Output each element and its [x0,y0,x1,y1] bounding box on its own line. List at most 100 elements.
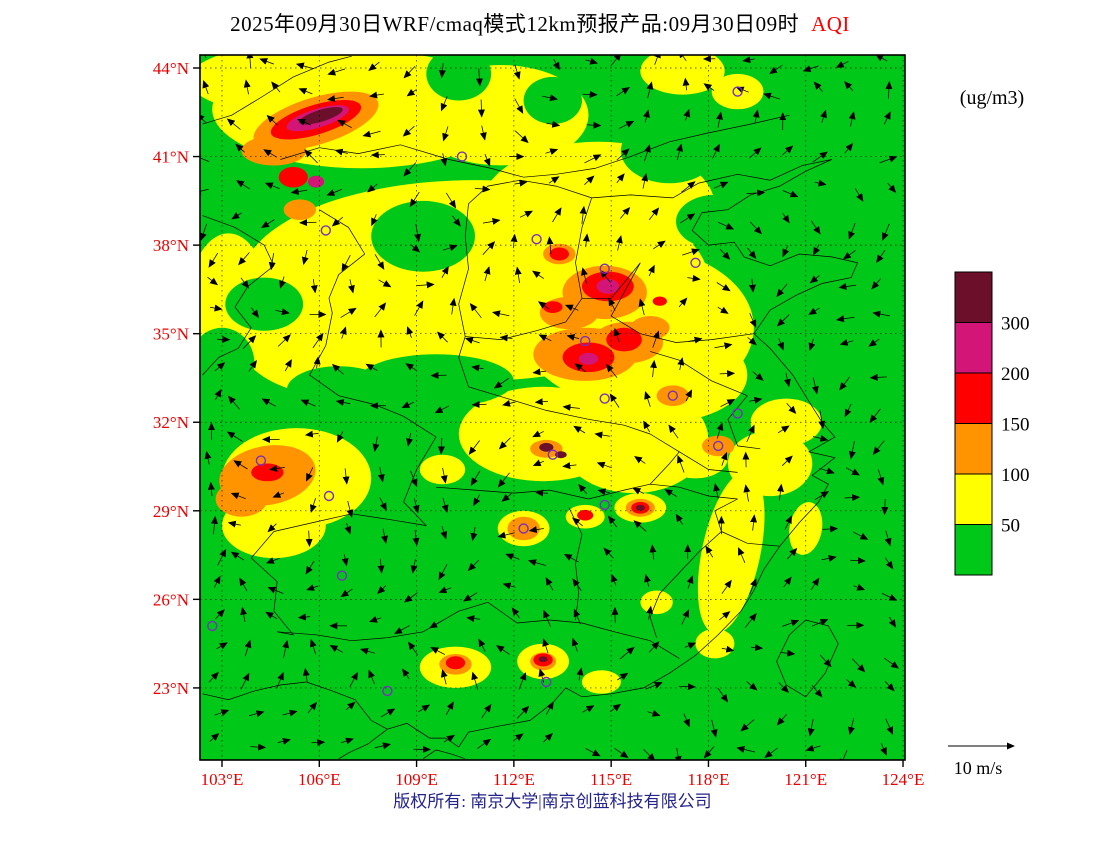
wind-arrow [510,233,518,249]
wind-arrow [749,221,762,235]
wind-arrow [471,671,479,690]
wind-arrow [884,557,894,570]
wind-arrow [688,336,703,344]
wind-arrow [876,249,886,264]
wind-arrow [853,583,866,591]
aqi-region [283,199,316,220]
wind-arrow [546,120,561,128]
wind-arrow [653,240,666,250]
wind-arrow [782,145,794,156]
wind-arrow [685,389,693,402]
title-text: 2025年09月30日WRF/cmaq模式12km预报产品:09月30日09时 [230,12,800,36]
wind-arrow [578,483,588,495]
wind-arrow [445,701,454,715]
aqi-region [286,366,391,414]
wind-arrow [327,68,346,76]
wind-arrow [814,491,830,501]
aqi-region [445,656,466,670]
wind-arrow [777,338,784,351]
wind-arrow [844,142,854,154]
wind-arrow [782,245,790,258]
wind-arrow [645,681,663,690]
wind-arrow [574,363,586,373]
wind-arrow [871,278,881,290]
wind-arrow [573,608,581,625]
map-border [199,54,906,761]
wind-arrow [677,454,685,473]
wind-arrow [848,441,856,460]
wind-arrow [502,582,516,590]
lat-tick-label: 29°N [153,502,189,521]
wind-arrow [646,81,654,99]
wind-arrow [404,592,418,603]
wind-arrow [340,588,353,598]
wind-arrow [845,467,860,476]
wind-arrow [401,401,415,409]
city-marker [713,440,724,452]
wind-arrow [282,639,290,658]
wind-arrow [563,553,579,563]
wind-arrow [783,372,791,388]
wind-arrow [682,248,700,256]
aqi-region [676,194,754,249]
wind-arrow [620,206,631,219]
wind-arrow [884,530,892,547]
wind-arrow [542,94,558,102]
wind-arrow [336,431,344,443]
wind-arrow [410,559,418,574]
aqi-region [702,435,735,457]
wind-arrow [703,83,715,91]
lon-tick-label: 109°E [395,770,438,789]
aqi-region [539,296,599,330]
province-border [435,483,738,500]
wind-arrow [752,109,760,123]
colorbar-segment [954,473,993,525]
wind-arrow [337,119,352,129]
wind-arrow [603,547,614,559]
colorbar-unit-label: (ug/m3) [960,87,1024,109]
wind-arrow [406,433,414,447]
wind-arrow [572,517,584,527]
wind-arrow [279,276,286,289]
wind-arrow [835,61,849,68]
wind-arrow [466,615,481,623]
wind-arrow [438,564,448,581]
wind-arrow [546,236,554,254]
wind-arrow [738,547,746,564]
city-marker [732,86,743,97]
wind-arrow [721,579,732,594]
wind-arrow [496,645,510,655]
wind-arrow [470,527,478,542]
wind-arrow [644,144,651,162]
wind-arrow [513,733,524,741]
wind-arrow [872,440,885,455]
wind-arrow [538,668,546,683]
province-border [721,531,780,547]
aqi-region [652,296,667,306]
wind-arrow [615,235,623,251]
wind-arrow [786,402,797,415]
city-marker [667,390,678,401]
wind-arrow [720,399,736,408]
wind-arrow [445,192,457,209]
wind-arrow [216,335,231,343]
wind-arrow [403,66,416,79]
wind-arrow [763,92,781,100]
wind-arrow [573,425,586,434]
wind-arrow [230,492,246,500]
wind-arrow [616,87,630,97]
wind-arrow [478,638,486,652]
wind-arrow [418,704,431,713]
aqi-region [307,175,325,188]
wind-arrow [440,467,448,484]
wind-arrow [377,558,385,574]
wind-arrow [548,176,560,184]
wind-arrow [566,334,580,341]
wind-arrow [681,181,696,193]
wind-arrow [717,687,729,703]
wind-arrow [716,282,731,292]
wind-arrow [746,189,766,197]
colorbar-tick-label: 150 [1001,415,1030,436]
province-border [610,262,754,343]
aqi-region [215,481,268,517]
